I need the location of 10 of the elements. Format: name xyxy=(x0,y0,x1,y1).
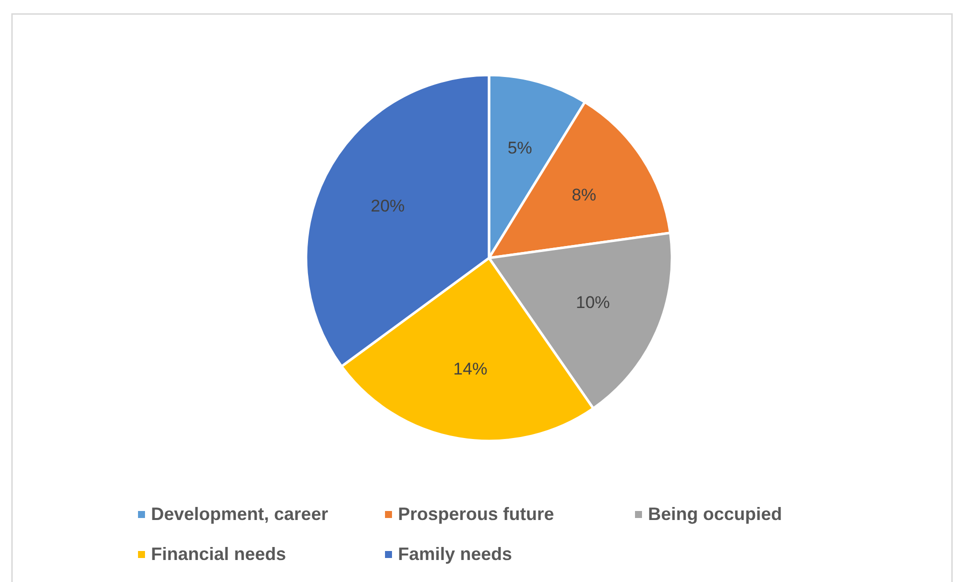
legend-label: Development, career xyxy=(151,504,328,524)
legend-label: Prosperous future xyxy=(398,504,554,524)
data-label: 20% xyxy=(370,196,405,216)
data-label: 5% xyxy=(508,138,532,158)
legend-label: Family needs xyxy=(398,544,512,564)
data-label: 8% xyxy=(572,185,596,204)
data-label: 10% xyxy=(576,293,610,312)
legend-label: Being occupied xyxy=(648,504,782,524)
legend-label: Financial needs xyxy=(151,544,286,564)
data-label: 14% xyxy=(453,359,488,378)
